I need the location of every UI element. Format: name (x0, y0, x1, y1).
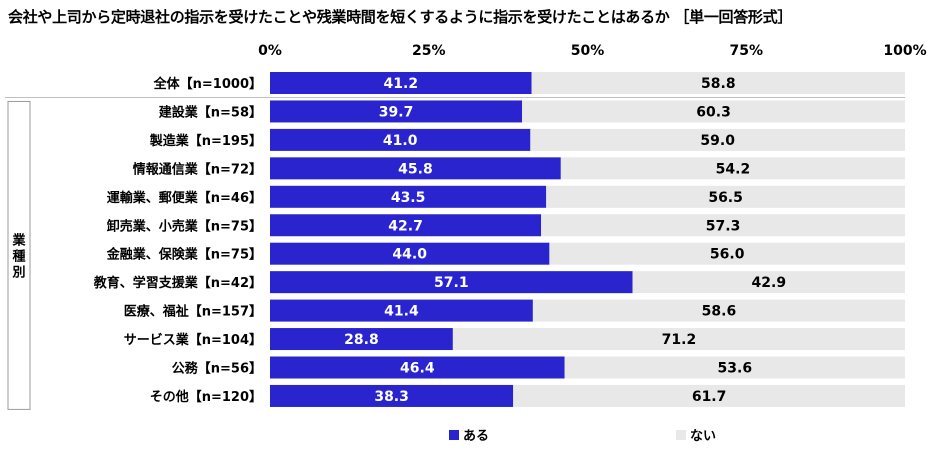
x-tick-label: 100% (883, 43, 926, 59)
group-label-char: 業 (11, 232, 26, 248)
data-label-no: 58.8 (701, 76, 736, 92)
bar-yes (270, 185, 547, 208)
bar-yes (270, 242, 550, 265)
bar-no (560, 157, 905, 180)
category-label: 建設業【n=58】 (159, 104, 262, 120)
data-label-no: 42.9 (752, 275, 787, 291)
data-label-no: 71.2 (662, 332, 697, 348)
data-label-no: 58.6 (702, 304, 737, 320)
data-label-no: 54.2 (716, 161, 751, 177)
bar-no (564, 356, 905, 379)
category-label: 情報通信業【n=72】 (133, 161, 262, 177)
category-label: サービス業【n=104】 (124, 332, 262, 348)
data-label-yes: 28.8 (344, 332, 379, 348)
legend-label-yes: ある (463, 429, 489, 444)
chart-title: 会社や上司から定時退社の指示を受けたことや残業時間を短くするように指示を受けたこ… (8, 8, 793, 26)
data-label-yes: 43.5 (391, 190, 426, 206)
group-bracket (7, 100, 31, 410)
category-label: 運輸業、郵便業【n=46】 (107, 190, 262, 206)
bar-yes (270, 72, 532, 94)
bar-yes (270, 299, 533, 322)
bar-no (632, 271, 905, 294)
data-label-no: 57.3 (706, 218, 741, 234)
group-label-char: 種 (12, 248, 25, 264)
bar-yes (270, 214, 542, 237)
bar-yes (270, 384, 514, 407)
bar-no (531, 72, 905, 94)
bar-yes (270, 157, 561, 180)
data-label-yes: 39.7 (379, 104, 414, 120)
bar-yes (270, 271, 633, 294)
x-tick-label: 50% (571, 43, 605, 59)
data-label-no: 61.7 (692, 389, 727, 405)
x-tick-label: 75% (729, 43, 763, 59)
category-label: 卸売業、小売業【n=75】 (107, 218, 262, 234)
category-label: 教育、学習支援業【n=42】 (93, 275, 262, 291)
data-label-no: 59.0 (700, 133, 735, 149)
bar-no (541, 214, 905, 237)
data-label-yes: 41.0 (383, 133, 418, 149)
data-label-yes: 38.3 (374, 389, 409, 405)
bar-yes (270, 100, 523, 123)
category-label: 医療、福祉【n=157】 (124, 304, 262, 320)
legend-swatch-yes (449, 430, 459, 440)
data-label-no: 53.6 (718, 361, 753, 377)
data-label-no: 56.5 (708, 190, 743, 206)
data-label-yes: 45.8 (398, 161, 433, 177)
x-tick-label: 25% (412, 43, 446, 59)
data-label-yes: 57.1 (434, 275, 469, 291)
category-label: 製造業【n=195】 (149, 133, 262, 149)
bar-yes (270, 356, 565, 379)
category-label: その他【n=120】 (150, 389, 262, 405)
x-tick-label: 0% (258, 43, 282, 59)
data-label-no: 60.3 (696, 104, 731, 120)
bar-no (522, 100, 905, 123)
bar-no (549, 242, 905, 265)
bar-no (513, 384, 905, 407)
legend-label-no: ない (690, 429, 716, 444)
data-label-yes: 44.0 (392, 247, 427, 263)
bar-yes (270, 128, 531, 151)
category-label: 金融業、保険業【n=75】 (106, 247, 262, 263)
category-label: 公務【n=56】 (172, 361, 262, 377)
legend-swatch-no (676, 430, 686, 440)
data-label-yes: 42.7 (388, 218, 423, 234)
bar-no (532, 299, 905, 322)
bar-no (530, 128, 905, 151)
data-label-no: 56.0 (710, 247, 745, 263)
data-label-yes: 41.4 (384, 304, 419, 320)
category-label: 全体【n=1000】 (153, 76, 262, 92)
group-label-char: 別 (11, 265, 25, 280)
data-label-yes: 41.2 (384, 76, 419, 92)
bar-no (546, 185, 905, 208)
bar-no (452, 328, 905, 351)
data-label-yes: 46.4 (400, 361, 435, 377)
bar-yes (270, 328, 453, 351)
